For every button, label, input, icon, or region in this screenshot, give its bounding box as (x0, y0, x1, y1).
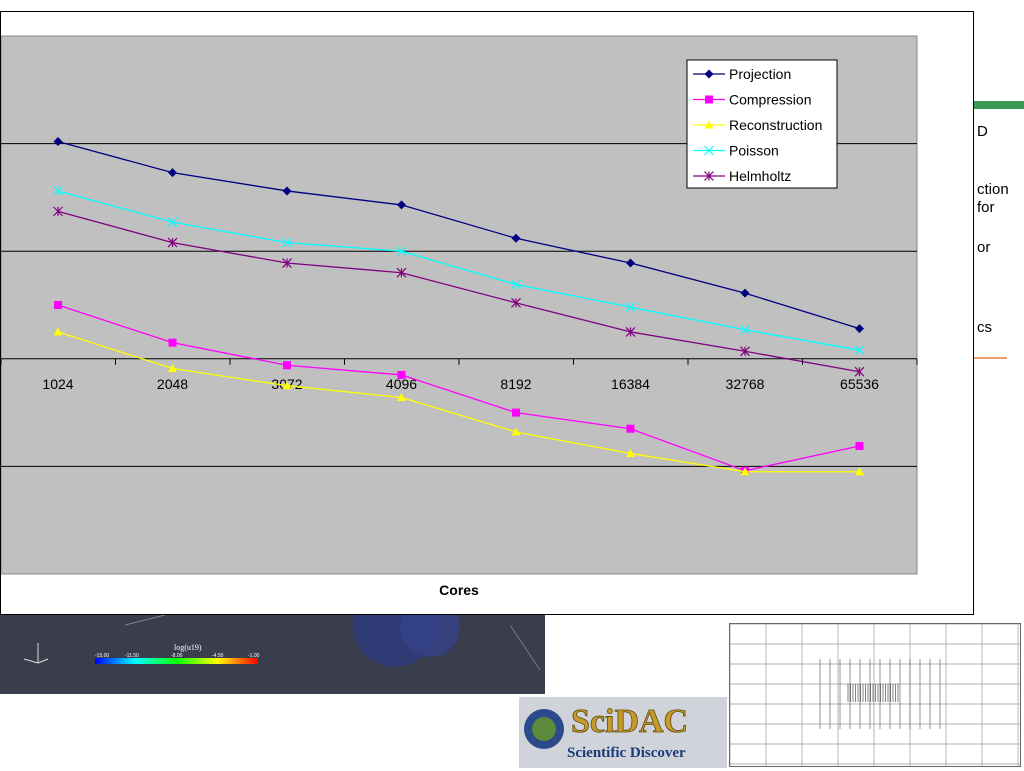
legend-label: Reconstruction (729, 117, 822, 133)
data-point (396, 246, 407, 257)
data-point (53, 327, 63, 336)
data-point (740, 324, 750, 335)
logo-subtitle: Scientific Discover (567, 745, 686, 761)
data-point (396, 267, 407, 278)
colorbar-tick: -11.50 (125, 653, 139, 659)
data-point (704, 69, 714, 79)
legend-label: Helmholtz (729, 168, 791, 184)
data-point (854, 345, 865, 356)
series-line (57, 190, 860, 351)
data-point (511, 233, 521, 243)
background-fragment: cs (977, 319, 992, 336)
data-point (168, 338, 177, 347)
legend: Projection Compression Reconstruction Poiss… (686, 59, 838, 189)
series-projection (53, 136, 864, 334)
data-point (283, 361, 291, 370)
data-point (282, 258, 292, 268)
data-point (282, 237, 292, 248)
data-point (625, 302, 636, 313)
series-line (57, 331, 860, 473)
data-point (704, 145, 714, 156)
x-axis-title: Cores (439, 582, 479, 598)
colorbar (95, 658, 258, 664)
x-tick-label: 32768 (726, 376, 765, 392)
data-point (397, 370, 406, 379)
data-point (167, 237, 178, 248)
legend-label: Projection (729, 66, 791, 82)
data-point (53, 206, 63, 217)
data-point (168, 363, 177, 372)
data-point (855, 324, 864, 334)
data-point (54, 301, 62, 309)
data-point (282, 381, 292, 390)
logo-title: SciDAC (571, 703, 688, 740)
colorbar-label: log(u19) (174, 643, 202, 652)
legend-label: Compression (729, 92, 811, 108)
colorbar-tick: -15.00 (95, 653, 109, 659)
x-tick-label: 2048 (157, 376, 188, 392)
accent-bar (960, 101, 1024, 109)
visualization-panel: log(u19) -15.00 -11.50 -8.00 -4.50 -1.00 (0, 615, 545, 694)
data-point (511, 427, 521, 436)
data-point (53, 186, 63, 196)
data-point (167, 217, 178, 228)
data-point (282, 186, 292, 196)
chart-frame: 10242048307240968192163843276865536Cores… (0, 11, 974, 615)
data-point (625, 326, 636, 337)
mesh-graphic (729, 623, 1020, 766)
data-point (740, 467, 750, 476)
data-point (704, 171, 714, 181)
x-tick-label: 4096 (386, 376, 417, 392)
data-point (512, 408, 520, 417)
x-tick-label: 1024 (42, 376, 73, 392)
series-line (57, 140, 860, 330)
line-chart: 10242048307240968192163843276865536Cores… (0, 35, 918, 598)
x-tick-label: 8192 (500, 376, 531, 392)
data-point (626, 448, 635, 457)
data-point (168, 168, 177, 178)
series-poisson (53, 186, 865, 356)
background-fragment: for (977, 199, 995, 216)
legend-box (686, 59, 838, 189)
series-line (57, 210, 860, 373)
data-point (740, 346, 750, 357)
data-point (511, 297, 521, 308)
data-point (704, 120, 714, 129)
background-fragment: D (977, 123, 988, 140)
data-point (397, 393, 406, 402)
data-point (511, 279, 521, 290)
data-point (53, 136, 63, 146)
data-point (626, 424, 635, 433)
mesh-diagram (729, 623, 1021, 767)
data-point (740, 288, 750, 298)
scidac-logo: SciDAC Scientific Discover (519, 697, 727, 768)
series-line (57, 304, 860, 472)
x-tick-label: 65536 (840, 376, 879, 392)
series-helmholtz (53, 206, 865, 377)
data-point (705, 95, 713, 104)
series-reconstruction (53, 327, 864, 476)
background-fragment: or (977, 239, 991, 256)
colorbar-tick: -8.00 (171, 653, 183, 659)
colorbar-tick: -4.50 (212, 653, 224, 659)
visualization-graphic: log(u19) -15.00 -11.50 -8.00 -4.50 -1.00 (23, 615, 541, 671)
data-point (397, 200, 406, 210)
data-point (855, 467, 864, 476)
data-point (854, 366, 865, 377)
accent-line (965, 357, 1007, 359)
x-tick-label: 16384 (611, 376, 650, 392)
data-point (626, 258, 635, 268)
data-point (855, 441, 864, 450)
legend-label: Poisson (729, 143, 779, 159)
background-fragment: ction (977, 181, 1009, 198)
colorbar-tick: -1.00 (248, 653, 260, 659)
